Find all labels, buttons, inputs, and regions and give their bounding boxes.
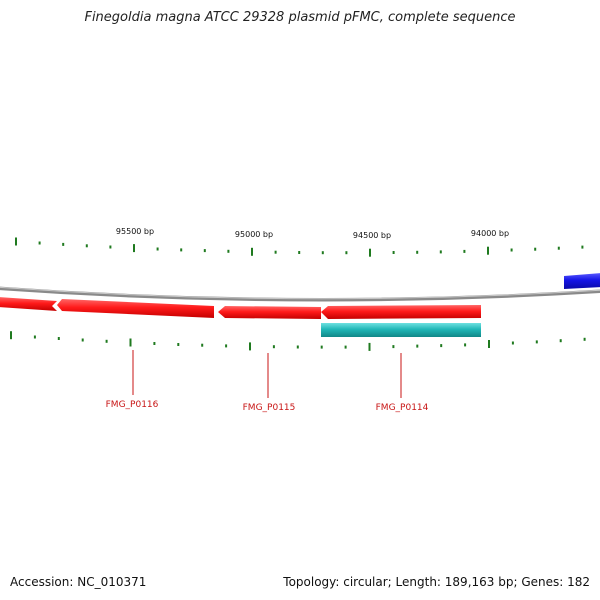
gene-label-leaders [132, 350, 402, 398]
gene-label-fmg-p0115[interactable]: FMG_P0115 [243, 403, 296, 413]
gene-feature-blue[interactable] [564, 273, 600, 289]
gene-labels: FMG_P0116 FMG_P0115 FMG_P0114 [106, 400, 429, 413]
scale-ticks-outer [15, 237, 584, 257]
page-title: Finegoldia magna ATCC 29328 plasmid pFMC… [84, 10, 516, 25]
scale-label-94000: 94000 bp [471, 229, 509, 238]
gene-label-fmg-p0116[interactable]: FMG_P0116 [106, 400, 159, 410]
gene-feature-red-left[interactable] [0, 297, 57, 311]
gene-label-fmg-p0114[interactable]: FMG_P0114 [376, 403, 429, 413]
accession-text: Accession: NC_010371 [10, 575, 147, 589]
sequence-stats-text: Topology: circular; Length: 189,163 bp; … [283, 575, 590, 589]
scale-label-94500: 94500 bp [353, 231, 391, 240]
scale-ticks-inner [10, 331, 586, 351]
sequence-backbone-highlight [0, 286, 600, 300]
gene-feature-fmg-p0114[interactable] [321, 305, 481, 319]
gene-feature-cyan[interactable] [321, 323, 481, 337]
scale-label-95500: 95500 bp [116, 227, 154, 236]
sequence-backbone [0, 286, 600, 302]
gene-features [0, 273, 600, 337]
scale-labels: 95500 bp 95000 bp 94500 bp 94000 bp [116, 227, 509, 240]
gene-feature-fmg-p0116[interactable] [57, 299, 214, 318]
gene-feature-fmg-p0115[interactable] [218, 306, 321, 319]
scale-label-95000: 95000 bp [235, 230, 273, 239]
